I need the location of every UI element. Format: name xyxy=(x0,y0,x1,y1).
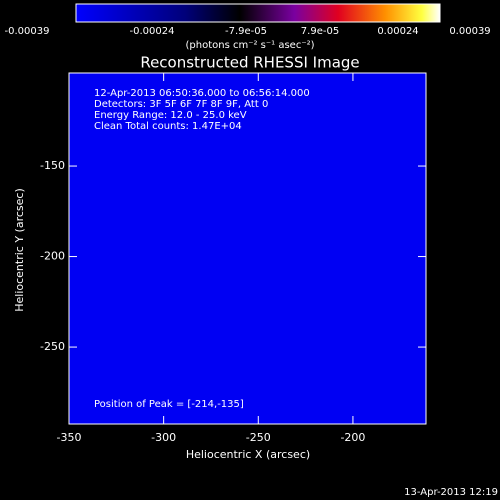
colorbar-tick-label: -0.00039 xyxy=(5,26,50,37)
colorbar-tick-label: 0.00039 xyxy=(449,26,490,37)
footer: 13-Apr-2013 12:19 xyxy=(404,487,498,498)
image xyxy=(69,73,426,424)
colorbar-tick-label: 7.9e-05 xyxy=(301,26,339,37)
y-axis-label: Heliocentric Y (arcsec) xyxy=(13,188,26,312)
y-tick-label: -200 xyxy=(40,250,65,263)
plot-frame xyxy=(68,72,427,425)
x-tick-label: -250 xyxy=(246,431,271,444)
annotation: Detectors: 3F 5F 6F 7F 8F 9F, Att 0 xyxy=(94,99,268,110)
annotation: Clean Total counts: 1.47E+04 xyxy=(94,121,242,132)
annotation: Energy Range: 12.0 - 25.0 keV xyxy=(94,110,247,121)
colorbar xyxy=(75,3,441,23)
x-tick-label: -200 xyxy=(340,431,365,444)
colorbar-tick-label: 0.00024 xyxy=(377,26,418,37)
chart-title: Reconstructed RHESSI Image xyxy=(140,54,359,72)
colorbar-tick-label: -0.00024 xyxy=(130,26,175,37)
colorbar-tick-label: -7.9e-05 xyxy=(225,26,267,37)
y-tick-label: -250 xyxy=(40,340,65,353)
x-axis-label: Heliocentric X (arcsec) xyxy=(186,448,310,461)
x-tick-label: -300 xyxy=(151,431,176,444)
x-tick-label: -350 xyxy=(57,431,82,444)
peak-label: Position of Peak = [-214,-135] xyxy=(94,399,244,410)
annotation: 12-Apr-2013 06:50:36.000 to 06:56:14.000 xyxy=(94,88,310,99)
colorbar-unit: (photons cm⁻² s⁻¹ asec⁻²) xyxy=(185,40,314,51)
y-tick-label: -150 xyxy=(40,159,65,172)
